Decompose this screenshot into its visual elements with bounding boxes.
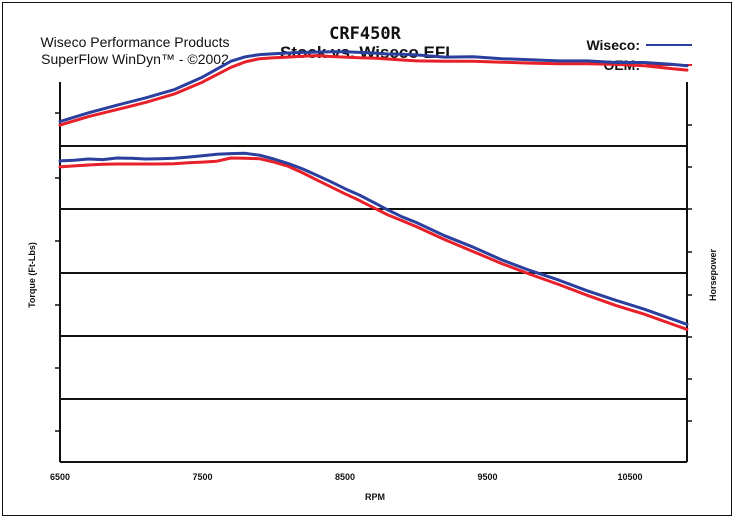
axes [59, 82, 688, 463]
x-tick-label-10500: 10500 [617, 472, 642, 482]
grid-lines [60, 145, 687, 400]
axis-ticks [55, 112, 692, 432]
series-lines [58, 50, 689, 331]
source-line-1: Wiseco Performance Products [40, 34, 230, 50]
legend-swatch-wiseco [646, 44, 692, 46]
series-oem-horsepower-line [58, 54, 689, 127]
legend-label-wiseco: Wiseco: [586, 37, 640, 53]
y-axis-label-right: Horsepower [708, 248, 718, 301]
series-wiseco-horsepower-line [58, 50, 689, 124]
title-line-1: CRF450R [329, 24, 401, 44]
x-tick-label-7500: 7500 [192, 472, 212, 482]
x-tick-label-8500: 8500 [335, 472, 355, 482]
x-tick-labels: 6500 7500 8500 9500 10500 [50, 472, 643, 482]
legend-item-wiseco: Wiseco: [540, 36, 700, 56]
series-wiseco-torque-line [58, 151, 689, 326]
source-caption: Wiseco Performance Products SuperFlow Wi… [20, 34, 250, 68]
x-tick-label-9500: 9500 [477, 472, 497, 482]
series-oem-torque-line [58, 156, 689, 331]
y-axis-label-left: Torque (Ft-Lbs) [27, 242, 37, 308]
source-line-2: SuperFlow WinDyn™ - ©2002 [41, 51, 229, 67]
x-axis-label: RPM [365, 492, 385, 502]
x-tick-label-6500: 6500 [50, 472, 70, 482]
